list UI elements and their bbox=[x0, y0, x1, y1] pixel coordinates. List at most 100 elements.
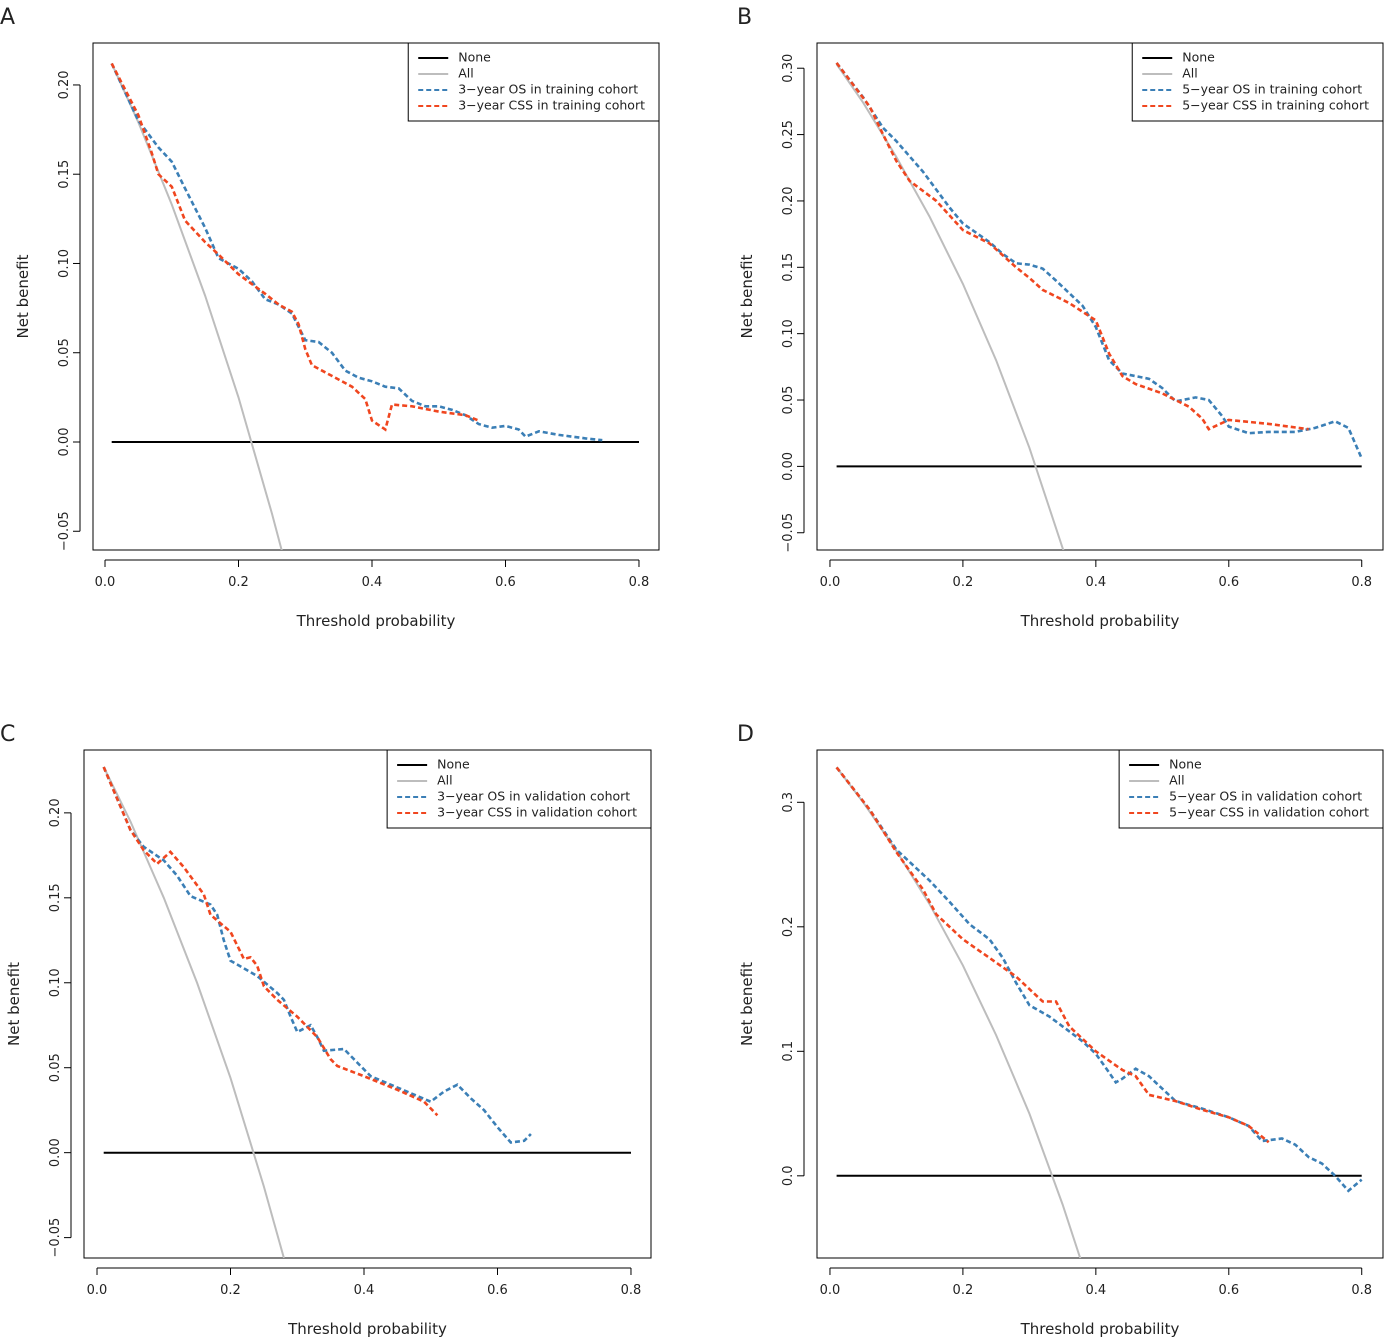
series-line bbox=[835, 766, 1082, 1258]
y-axis-label: Net benefit bbox=[738, 962, 756, 1046]
y-tick-label: 0.25 bbox=[781, 120, 796, 149]
legend-label: 5−year CSS in training cohort bbox=[1182, 98, 1369, 113]
legend-label: 3−year CSS in validation cohort bbox=[437, 805, 637, 820]
x-tick-label: 0.0 bbox=[820, 575, 841, 590]
x-axis-label: Threshold probability bbox=[1020, 1320, 1180, 1338]
y-tick-label: 0.00 bbox=[781, 452, 796, 481]
panel: C 0.0 0.2 0.4 0.6 0.8 Threshold probability −0.… bbox=[0, 722, 652, 1338]
y-tick-label: 0.05 bbox=[57, 338, 72, 367]
legend-box bbox=[407, 42, 660, 122]
series-line bbox=[102, 766, 532, 1144]
y-tick-label: 0.05 bbox=[48, 1053, 63, 1082]
x-tick-label: 0.2 bbox=[953, 1283, 974, 1298]
legend-label: None bbox=[458, 50, 491, 65]
x-axis-label: Threshold probability bbox=[1020, 612, 1180, 630]
plot-frame bbox=[83, 749, 652, 1259]
legend-box bbox=[1131, 42, 1384, 122]
y-tick-label: 0.10 bbox=[57, 249, 72, 278]
series-line bbox=[110, 63, 283, 550]
x-tick-label: 0.4 bbox=[354, 1283, 375, 1298]
x-tick-label: 0.4 bbox=[1086, 1283, 1107, 1298]
y-tick-label: 0.15 bbox=[48, 883, 63, 912]
legend-label: All bbox=[1169, 773, 1185, 788]
y-tick-label: 0.00 bbox=[48, 1138, 63, 1167]
y-tick-label: 0.30 bbox=[781, 54, 796, 83]
legend-label: 3−year OS in training cohort bbox=[458, 82, 638, 97]
legend-label: 5−year OS in training cohort bbox=[1182, 82, 1362, 97]
legend-box bbox=[386, 749, 652, 829]
x-tick-label: 0.6 bbox=[1218, 1283, 1239, 1298]
plot-frame bbox=[816, 42, 1384, 551]
legend-label: None bbox=[1169, 757, 1202, 772]
panel: B 0.0 0.2 0.4 0.6 0.8 Threshold probability −0.… bbox=[737, 5, 1384, 630]
x-tick-label: 0.0 bbox=[95, 575, 116, 590]
y-tick-label: 0.15 bbox=[57, 160, 72, 189]
series-line bbox=[835, 766, 1270, 1144]
lines bbox=[835, 62, 1363, 550]
panel-label: D bbox=[737, 722, 754, 747]
legend-label: 3−year OS in validation cohort bbox=[437, 789, 630, 804]
series-line bbox=[835, 766, 1363, 1193]
x-tick-label: 0.2 bbox=[228, 575, 249, 590]
panel: D 0.0 0.2 0.4 0.6 0.8 Threshold probability 0.0… bbox=[737, 722, 1384, 1338]
y-tick-label: 0.20 bbox=[781, 186, 796, 215]
y-tick-label: 0.2 bbox=[781, 916, 796, 937]
x-tick-label: 0.8 bbox=[1351, 575, 1372, 590]
series-line bbox=[835, 62, 1309, 431]
legend-label: All bbox=[1182, 66, 1198, 81]
y-tick-label: 0.05 bbox=[781, 386, 796, 415]
x-tick-label: 0.2 bbox=[953, 575, 974, 590]
x-tick-label: 0.8 bbox=[621, 1283, 642, 1298]
y-tick-label: −0.05 bbox=[48, 1218, 63, 1258]
y-axis-label: Net benefit bbox=[5, 962, 23, 1046]
y-tick-label: 0.20 bbox=[48, 798, 63, 827]
x-tick-label: 0.4 bbox=[362, 575, 383, 590]
series-line bbox=[102, 766, 285, 1258]
panel-label: A bbox=[0, 5, 15, 30]
y-tick-label: 0.20 bbox=[57, 70, 72, 99]
y-axis-label: Net benefit bbox=[738, 254, 756, 338]
legend-label: 3−year CSS in training cohort bbox=[458, 98, 645, 113]
y-tick-label: −0.05 bbox=[781, 513, 796, 553]
x-tick-label: 0.8 bbox=[1351, 1283, 1372, 1298]
panel-label: C bbox=[0, 722, 15, 747]
y-tick-label: 0.10 bbox=[781, 319, 796, 348]
x-tick-label: 0.4 bbox=[1086, 575, 1107, 590]
legend-label: 5−year OS in validation cohort bbox=[1169, 789, 1362, 804]
y-tick-label: 0.15 bbox=[781, 253, 796, 282]
plot-frame bbox=[92, 42, 660, 551]
y-tick-label: 0.3 bbox=[781, 792, 796, 813]
x-tick-label: 0.0 bbox=[820, 1283, 841, 1298]
y-tick-label: 0.00 bbox=[57, 428, 72, 457]
x-tick-label: 0.8 bbox=[629, 575, 650, 590]
series-line bbox=[102, 766, 439, 1117]
x-tick-label: 0.2 bbox=[220, 1283, 241, 1298]
x-tick-label: 0.6 bbox=[495, 575, 516, 590]
x-axis-label: Threshold probability bbox=[287, 1320, 447, 1338]
legend-label: All bbox=[437, 773, 453, 788]
panel-label: B bbox=[737, 5, 752, 30]
x-tick-label: 0.6 bbox=[1218, 575, 1239, 590]
x-tick-label: 0.0 bbox=[87, 1283, 108, 1298]
y-tick-label: 0.1 bbox=[781, 1041, 796, 1062]
panel: A 0.0 0.2 0.4 0.6 0.8 Threshold probability −0.… bbox=[0, 5, 660, 630]
lines bbox=[102, 766, 631, 1258]
legend-label: 5−year CSS in validation cohort bbox=[1169, 805, 1369, 820]
x-axis-label: Threshold probability bbox=[296, 612, 456, 630]
x-tick-label: 0.6 bbox=[487, 1283, 508, 1298]
y-axis-label: Net benefit bbox=[14, 254, 32, 338]
y-tick-label: −0.05 bbox=[57, 511, 72, 551]
legend-label: None bbox=[437, 757, 470, 772]
y-tick-label: 0.10 bbox=[48, 968, 63, 997]
y-tick-label: 0.0 bbox=[781, 1165, 796, 1186]
series-line bbox=[835, 63, 1065, 550]
legend-box bbox=[1118, 749, 1384, 829]
plot-frame bbox=[816, 749, 1384, 1259]
series-line bbox=[835, 62, 1363, 459]
lines bbox=[110, 62, 639, 550]
